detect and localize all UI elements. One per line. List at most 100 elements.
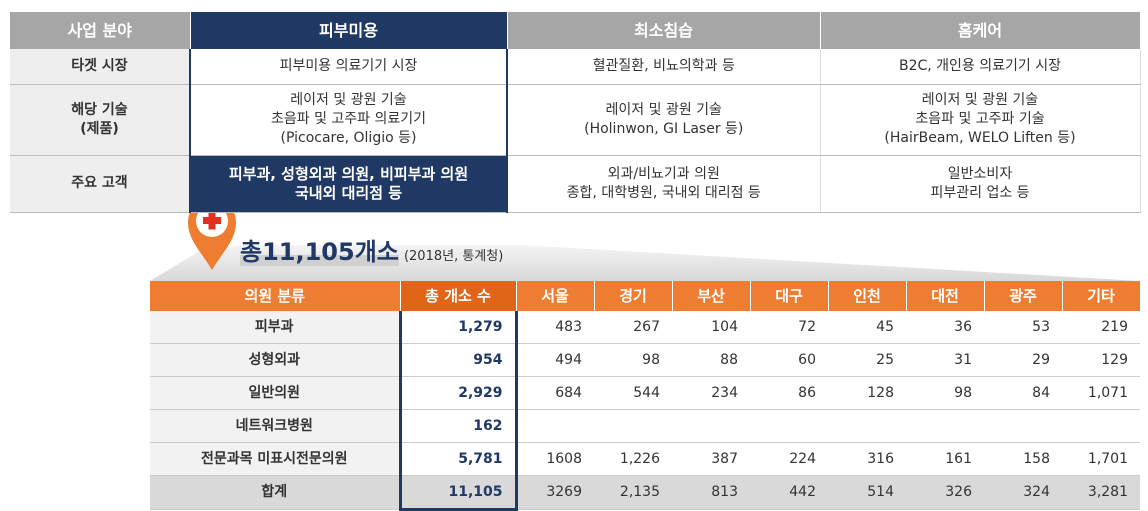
cell: 36	[906, 311, 984, 344]
header-cell: 경기	[594, 281, 673, 311]
cell	[984, 409, 1062, 443]
header-cell: 의원 분류	[150, 281, 401, 311]
cell: 1,279	[398, 311, 518, 344]
cell: 954	[398, 343, 518, 377]
cell-line: 국내외 대리점 등	[294, 183, 403, 202]
header-cell: 광주	[984, 281, 1063, 311]
header-cell: 인천	[828, 281, 907, 311]
cell: 1,701	[1062, 442, 1140, 476]
cell: 60	[750, 343, 828, 377]
cell: 72	[750, 311, 828, 344]
cell: 234	[672, 376, 750, 410]
cell: 129	[1062, 343, 1140, 377]
cell	[906, 409, 984, 443]
cell: 684	[516, 376, 594, 410]
header-cell: 대구	[750, 281, 829, 311]
callout: 총11,105개소 (2018년, 통계청)	[240, 232, 503, 267]
cell-line: 초음파 및 고주파 기술	[915, 111, 1045, 127]
cell: 128	[828, 376, 906, 410]
cell	[594, 409, 672, 443]
cell: 544	[594, 376, 672, 410]
cell: 267	[594, 311, 672, 344]
cell-line: 종합, 대학병원, 국내외 대리점 등	[566, 184, 761, 201]
cell-line: 해당 기술	[71, 101, 128, 118]
header-cell: 피부미용	[190, 12, 508, 49]
cell: 442	[750, 475, 828, 510]
cell-line: (제품)	[80, 120, 119, 137]
cell: 514	[828, 475, 906, 510]
row: 합계 11,105 3269 2,135 813 442 514 326 324 3,281	[150, 475, 1140, 511]
header-cell: 대전	[906, 281, 985, 311]
cell: 전문과목 미표시전문의원	[150, 442, 400, 476]
total-count: 총11,105개소	[240, 238, 399, 266]
cell: 45	[828, 311, 906, 344]
cell: 483	[516, 311, 594, 344]
cell: 161	[906, 442, 984, 476]
cell: 29	[984, 343, 1062, 377]
cell: 피부과, 성형외과 의원, 비피부과 의원 국내외 대리점 등	[189, 155, 508, 213]
cell: 해당 기술 (제품)	[10, 84, 191, 156]
cell: 387	[672, 442, 750, 476]
cell: B2C, 개인용 의료기기 시장	[820, 49, 1141, 85]
cell	[516, 409, 594, 443]
cell: 1608	[516, 442, 594, 476]
cell: 86	[750, 376, 828, 410]
cell: 11,105	[398, 475, 518, 511]
cell: 98	[906, 376, 984, 410]
cell-line: (Picocare, Oligio 등)	[280, 130, 417, 146]
header-cell: 총 개소 수	[400, 281, 517, 311]
cell: 합계	[150, 475, 400, 510]
source: (2018년, 통계청)	[403, 249, 504, 264]
cell-line: 피부관리 업소 등	[930, 184, 1030, 201]
cell: 5,781	[398, 442, 518, 476]
cell: 813	[672, 475, 750, 510]
cell: 162	[398, 409, 518, 443]
row: 피부과 1,279 483 267 104 72 45 36 53 219	[150, 311, 1140, 344]
clinic-table: 의원 분류 총 개소 수 서울 경기 부산 대구 인천 대전 광주 기타 피부과 1,279 483 26…	[150, 281, 1141, 511]
cell: 53	[984, 311, 1062, 344]
row: 해당 기술 (제품) 레이저 및 광원 기술 초음파 및 고주파 의료기기 (Picoc…	[10, 84, 1141, 156]
cell: 레이저 및 광원 기술 초음파 및 고주파 기술 (HairBeam, WELO L…	[820, 84, 1141, 156]
row: 성형외과 954 494 98 88 60 25 31 29 129	[150, 343, 1140, 377]
cell: 혈관질환, 비뇨의학과 등	[507, 49, 821, 85]
cell: 84	[984, 376, 1062, 410]
cell: 88	[672, 343, 750, 377]
cell-line: 일반소비자	[947, 165, 1013, 182]
cell: 피부미용 의료기기 시장	[189, 49, 508, 85]
header-cell: 최소침습	[507, 12, 821, 49]
cell: 158	[984, 442, 1062, 476]
cell: 104	[672, 311, 750, 344]
cell: 피부과	[150, 311, 400, 344]
row: 전문과목 미표시전문의원 5,781 1608 1,226 387 224 316 161 15…	[150, 442, 1140, 476]
cell-line: 레이저 및 광원 기술	[290, 92, 407, 108]
business-table: 사업 분야 피부미용 최소침습 홈케어 타겟 시장 피부미용 의료기기 시장 혈관질환, 비…	[10, 12, 1141, 213]
cell: 레이저 및 광원 기술 초음파 및 고주파 의료기기 (Picocare, Olig…	[189, 84, 508, 156]
cell: 2,929	[398, 376, 518, 410]
cell: 219	[1062, 311, 1140, 344]
cross-v	[208, 211, 216, 230]
cell	[672, 409, 750, 443]
cell: 31	[906, 343, 984, 377]
cell-line: (Holinwon, GI Laser 등)	[584, 120, 744, 137]
header-cell: 사업 분야	[10, 12, 191, 49]
cell: 98	[594, 343, 672, 377]
cell-line: 주요 고객	[71, 175, 128, 191]
row: 네트워크병원 162	[150, 409, 1140, 443]
cell: 326	[906, 475, 984, 510]
header-cell: 부산	[672, 281, 751, 311]
cell-line: 피부미용 의료기기 시장	[279, 57, 418, 74]
cell-line: 외과/비뇨기과 의원	[607, 165, 720, 182]
cell: 3269	[516, 475, 594, 510]
cell: 타겟 시장	[10, 49, 191, 85]
cell: 3,281	[1062, 475, 1140, 510]
cell-line: 피부과, 성형외과 의원, 비피부과 의원	[228, 164, 469, 183]
cell-line: (HairBeam, WELO Liften 등)	[884, 130, 1076, 146]
cell: 1,226	[594, 442, 672, 476]
cell-line: 타겟 시장	[71, 57, 128, 74]
cell: 주요 고객	[10, 155, 191, 213]
cell	[828, 409, 906, 443]
cell	[1062, 409, 1140, 443]
